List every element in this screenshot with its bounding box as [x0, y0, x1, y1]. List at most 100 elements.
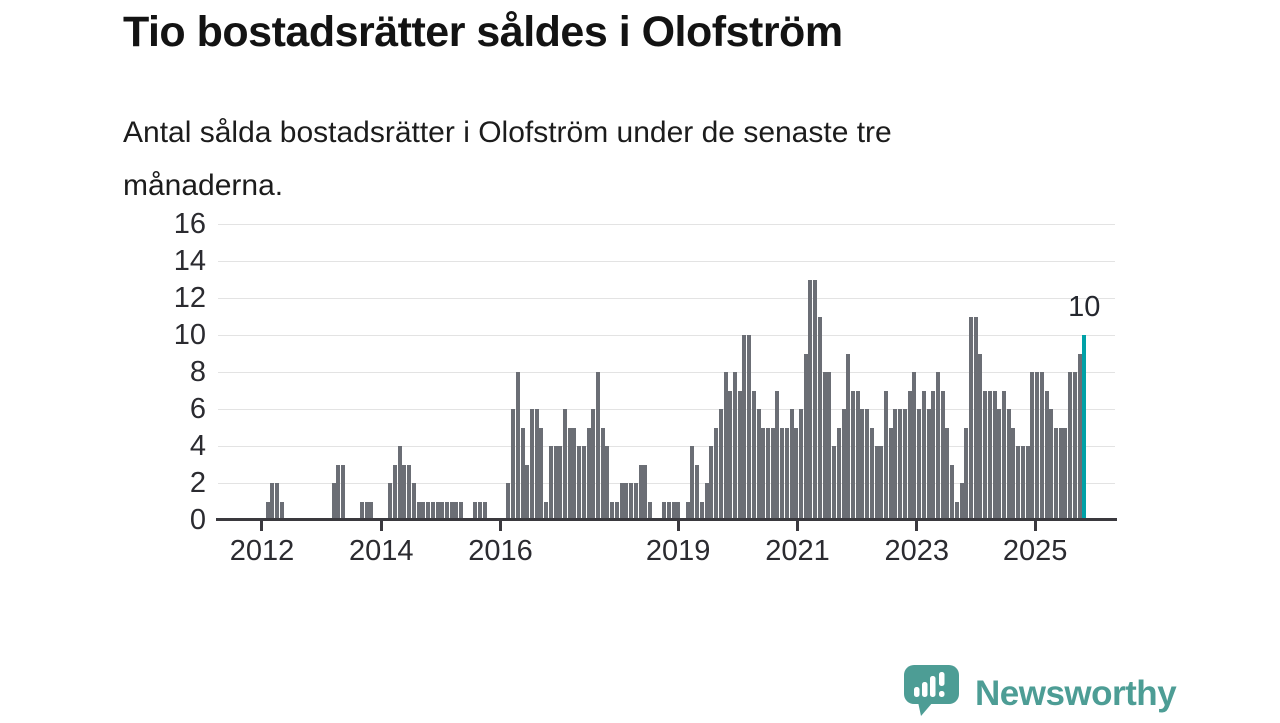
bar	[983, 390, 988, 520]
bar	[699, 501, 704, 520]
bar	[666, 501, 671, 520]
bar	[567, 427, 572, 520]
bar	[1030, 372, 1035, 520]
bar	[619, 483, 624, 520]
x-tick-label-2019: 2019	[645, 535, 711, 567]
bar	[751, 390, 756, 520]
bar	[1039, 372, 1044, 520]
x-tick-label-2014: 2014	[348, 535, 414, 567]
x-tick-mark-2023	[915, 521, 919, 531]
bar	[737, 390, 742, 520]
bar	[888, 427, 893, 520]
bar	[407, 464, 412, 520]
bar	[1068, 372, 1073, 520]
y-tick-label-16: 16	[173, 208, 206, 240]
bar	[577, 446, 582, 520]
bar	[884, 390, 889, 520]
gridline-y-16	[218, 223, 1115, 225]
bar	[331, 483, 336, 520]
bar	[813, 279, 818, 520]
bar	[359, 501, 364, 520]
bar	[482, 501, 487, 520]
bar	[704, 483, 709, 520]
chart-subtitle-line2: månaderna.	[123, 169, 284, 202]
bar	[817, 316, 822, 520]
bar	[676, 501, 681, 520]
bar	[761, 427, 766, 520]
bar	[393, 464, 398, 520]
y-tick-label-12: 12	[173, 282, 206, 314]
y-tick-label-10: 10	[173, 319, 206, 351]
bar	[756, 409, 761, 520]
bar	[270, 483, 275, 520]
bar	[440, 501, 445, 520]
bar	[959, 483, 964, 520]
bar	[1002, 390, 1007, 520]
bar	[430, 501, 435, 520]
bar	[850, 390, 855, 520]
bar	[935, 372, 940, 520]
bar	[449, 501, 454, 520]
bar	[945, 427, 950, 520]
bar	[600, 427, 605, 520]
bar	[1016, 446, 1021, 520]
bar	[553, 446, 558, 520]
bar	[562, 409, 567, 520]
bar	[572, 427, 577, 520]
bar	[473, 501, 478, 520]
bar	[912, 372, 917, 520]
x-tick-label-2025: 2025	[1002, 535, 1068, 567]
bar	[426, 501, 431, 520]
newsworthy-logo: Newsworthy	[903, 664, 1177, 723]
x-axis-line	[216, 518, 1117, 521]
bar	[416, 501, 421, 520]
bar	[898, 409, 903, 520]
bar	[671, 501, 676, 520]
x-tick-mark-2014	[379, 521, 383, 531]
bar	[511, 409, 516, 520]
y-tick-label-14: 14	[173, 245, 206, 277]
y-tick-label-2: 2	[189, 467, 206, 499]
bar	[747, 335, 752, 520]
x-tick-mark-2025	[1033, 521, 1037, 531]
y-tick-label-8: 8	[189, 356, 206, 388]
bar	[279, 501, 284, 520]
bar	[799, 409, 804, 520]
bar	[614, 501, 619, 520]
bar	[874, 446, 879, 520]
bar	[1053, 427, 1058, 520]
bar	[610, 501, 615, 520]
x-tick-mark-2019	[676, 521, 680, 531]
bar	[369, 501, 374, 520]
bar	[265, 501, 270, 520]
y-tick-label-0: 0	[189, 504, 206, 536]
bar	[770, 427, 775, 520]
bar	[794, 427, 799, 520]
bar	[421, 501, 426, 520]
bar	[808, 279, 813, 520]
bar	[525, 464, 530, 520]
bar	[987, 390, 992, 520]
bar	[643, 464, 648, 520]
gridline-y-8	[218, 371, 1115, 373]
bar	[718, 409, 723, 520]
bar	[591, 409, 596, 520]
bar	[685, 501, 690, 520]
x-tick-mark-2021	[795, 521, 799, 531]
bar	[775, 390, 780, 520]
bar	[581, 446, 586, 520]
bar	[860, 409, 865, 520]
highlight-bar-latest	[1082, 335, 1087, 520]
bar	[341, 464, 346, 520]
bar	[709, 446, 714, 520]
bar	[766, 427, 770, 520]
bar	[950, 464, 955, 520]
bar	[827, 372, 832, 520]
bar	[435, 501, 440, 520]
bar	[624, 483, 629, 520]
bar	[780, 427, 785, 520]
gridline-y-4	[218, 445, 1115, 447]
bar	[402, 464, 407, 520]
bar	[633, 483, 638, 520]
bar	[997, 409, 1002, 520]
